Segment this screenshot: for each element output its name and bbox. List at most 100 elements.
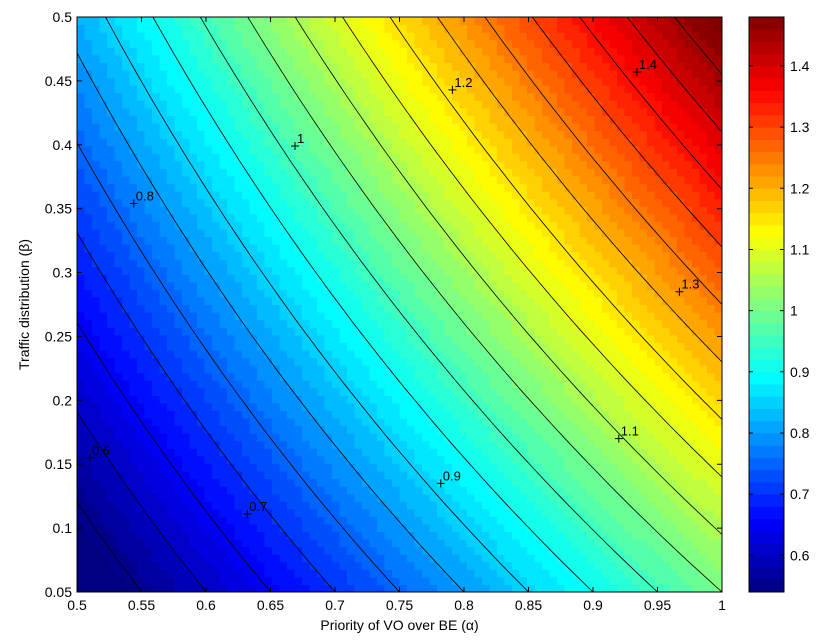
x-tick-label: 1 (718, 597, 726, 613)
x-tick-label: 0.65 (257, 597, 284, 613)
contour-line (531, 17, 722, 248)
x-axis: 0.5 0.55 0.6 0.65 0.7 0.75 0.8 0.85 0.9 0.95 1 (67, 17, 726, 613)
colorbar-band (749, 469, 784, 483)
colorbar-tick-label: 0.6 (790, 547, 810, 563)
colorbar-band (749, 384, 784, 397)
colorbar-band (749, 408, 784, 422)
colorbar-band (749, 65, 784, 79)
colorbar-band (749, 530, 784, 544)
y-tick-label: 0.15 (45, 456, 72, 472)
colorbar-band (749, 518, 784, 532)
contour-line (579, 17, 722, 191)
colorbar-band (749, 506, 784, 520)
colorbar-tick-label: 1.2 (790, 180, 810, 196)
contour-label: 0.6 (92, 443, 110, 458)
contour-line (152, 17, 594, 592)
colorbar-band (749, 286, 784, 299)
colorbar-band (749, 237, 784, 250)
colorbar-band (749, 224, 784, 238)
contour-marker (614, 434, 623, 443)
x-tick-label: 0.9 (583, 597, 603, 613)
contour-marker (632, 67, 641, 76)
contour-line (247, 17, 722, 592)
x-tick-label: 0.75 (386, 597, 413, 613)
colorbar-band (749, 310, 784, 324)
y-tick-label: 0.3 (53, 265, 73, 281)
contour-label: 0.7 (249, 499, 267, 514)
colorbar-band (749, 41, 784, 55)
colorbar-band (749, 176, 784, 189)
contour-label: 1.4 (639, 57, 657, 72)
y-tick-label: 0.25 (45, 328, 72, 344)
colorbar-band (749, 200, 784, 214)
y-tick-label: 0.2 (53, 392, 73, 408)
colorbar-band (749, 78, 784, 91)
colorbar-band (749, 420, 784, 434)
colorbar-band (749, 273, 784, 287)
contour-marker (243, 510, 252, 519)
colorbar-band (749, 543, 784, 556)
contour-line (77, 321, 271, 592)
colorbar-band (749, 53, 784, 67)
x-tick-label: 0.5 (67, 597, 87, 613)
colorbar-tick-label: 1.1 (790, 241, 810, 257)
colorbar-band (749, 139, 784, 153)
contour-line (342, 17, 722, 478)
colorbar-band (749, 371, 784, 385)
contour-marker (291, 142, 300, 151)
colorbar-tick-label: 0.8 (790, 425, 810, 441)
colorbar-band (749, 249, 784, 263)
colorbar-tick-label: 0.9 (790, 364, 810, 380)
colorbar-band (749, 17, 784, 30)
x-axis-label: Priority of VO over BE (α) (320, 617, 478, 633)
y-tick-label: 0.45 (45, 73, 72, 89)
colorbar-band (749, 567, 784, 581)
colorbar-band (749, 102, 784, 116)
colorbar-tick-label: 1.3 (790, 119, 810, 135)
y-tick-label: 0.4 (53, 137, 73, 153)
y-tick-label: 0.5 (53, 9, 73, 25)
colorbar-band (749, 481, 784, 495)
contour-label: 0.8 (136, 189, 154, 204)
colorbar-band (749, 579, 784, 593)
y-axis: 0.05 0.1 0.15 0.2 0.25 0.3 0.35 0.4 0.45 0.5 (45, 9, 722, 600)
x-tick-label: 0.85 (515, 597, 542, 613)
colorbar-band (749, 151, 784, 165)
x-tick-label: 0.7 (325, 597, 345, 613)
colorbar-band (749, 127, 784, 140)
colorbar-tick-label: 1 (790, 303, 798, 319)
contour-label: 1.1 (621, 424, 639, 439)
contour-marker (436, 479, 445, 488)
contour-label-markers: 0.6 0.7 0.8 0.9 1 1.1 1.2 1.3 1.4 (85, 57, 699, 519)
x-tick-label: 0.8 (454, 597, 474, 613)
colorbar-band (749, 90, 784, 104)
colorbar-frame (748, 16, 785, 593)
colorbar-band (749, 457, 784, 471)
colorbar-band (749, 494, 784, 507)
colorbar-band (749, 432, 784, 446)
colorbar: 0.6 0.7 0.8 0.9 1 1.1 1.2 1.3 1.4 (749, 17, 810, 593)
x-tick-label: 0.95 (644, 597, 671, 613)
contour-line (294, 17, 722, 536)
colorbar-band (749, 335, 784, 348)
contour-label: 1.2 (454, 75, 472, 90)
contour-line (77, 52, 465, 592)
colorbar-band (749, 298, 784, 312)
colorbar-band (749, 555, 784, 569)
contour-line (199, 17, 658, 592)
colorbar-tick-label: 1.4 (790, 58, 810, 74)
colorbar-band (749, 347, 784, 361)
contour-marker (448, 85, 457, 94)
contour-label: 1 (297, 131, 304, 146)
colorbar-band (749, 114, 784, 128)
colorbar-band (749, 212, 784, 226)
colorbar-band (749, 396, 784, 409)
contour-marker (85, 453, 94, 462)
contour-line (77, 231, 336, 592)
contour-line (484, 17, 722, 306)
contour-line (437, 17, 722, 363)
contour-label: 1.3 (681, 277, 699, 292)
colorbar-band (749, 359, 784, 373)
colorbar-band (749, 188, 784, 202)
